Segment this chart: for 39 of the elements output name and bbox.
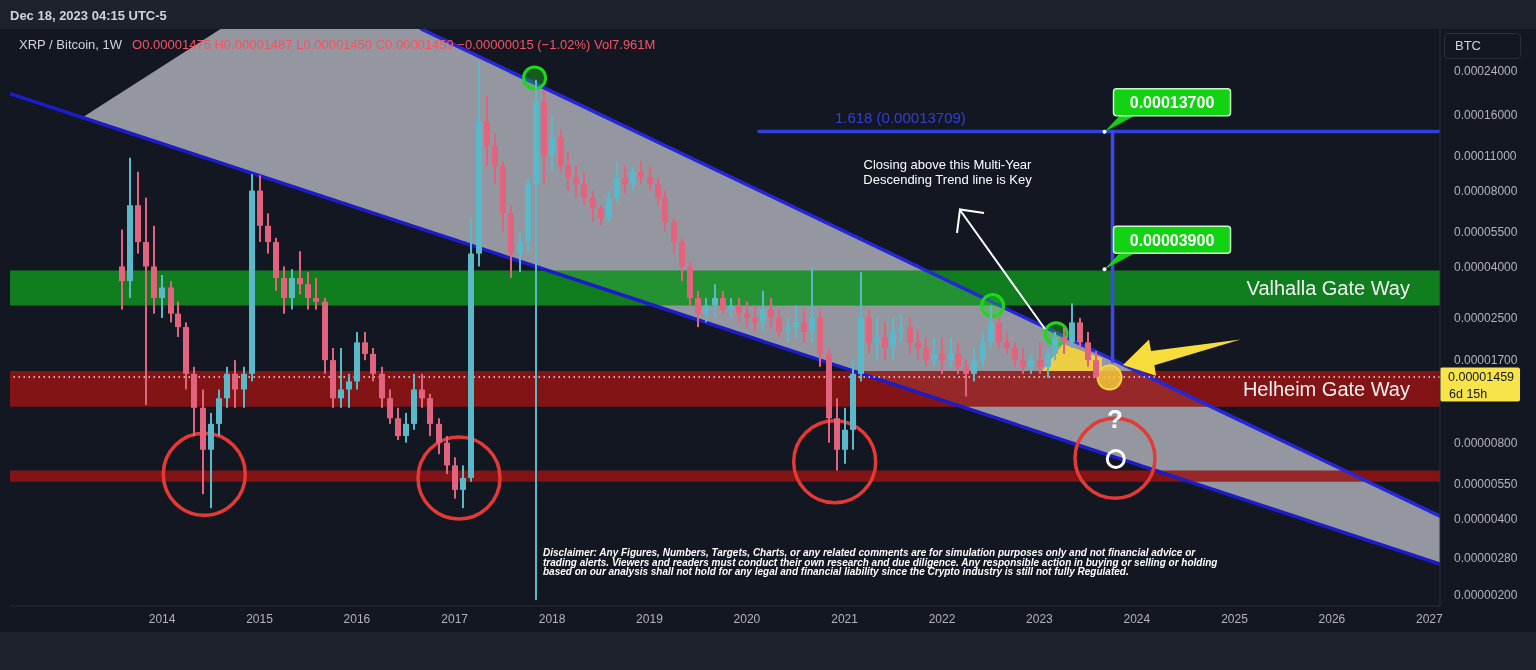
annotation: 0.00013700 (1129, 93, 1215, 111)
annotation: 0.00003900 (1129, 231, 1215, 249)
x-tick-label: 2014 (148, 611, 176, 626)
y-tick-label: 0.00000200 (1454, 587, 1518, 602)
y-tick-label: 0.00011000 (1454, 148, 1517, 163)
y-tick-label: 0.00000400 (1454, 511, 1518, 526)
x-tick-label: 2024 (1123, 611, 1151, 626)
y-tick-label: 0.00000550 (1454, 476, 1518, 491)
y-tick-label: 0.00001700 (1454, 353, 1518, 368)
y-tick-label: 0.00024000 (1454, 63, 1518, 78)
x-tick-label: 2025 (1221, 611, 1249, 626)
text: 6d 15h (1449, 387, 1488, 401)
series-label: 1.618 (0.00013709) (834, 108, 966, 126)
band-label: Helheim Gate Way (1242, 377, 1410, 400)
y-tick-label: 0.00008000 (1454, 183, 1518, 198)
x-tick-label: 2026 (1318, 611, 1346, 626)
y-tick-label: 0.00000280 (1454, 550, 1518, 565)
x-tick-label: 2015 (246, 611, 274, 626)
y-tick-label: 0.00004000 (1454, 259, 1518, 274)
x-tick-label: 2022 (928, 611, 956, 626)
y-tick-label: 0.00005500 (1454, 224, 1518, 239)
x-tick-label: 2018 (538, 611, 566, 626)
band-label: Valhalla Gate Way (1246, 276, 1410, 299)
x-tick-label: 2017 (441, 611, 469, 626)
x-tick-label: 2020 (733, 611, 761, 626)
x-tick-label: 2021 (831, 611, 859, 626)
annotation: Disclaimer: Any Figures, Numbers, Targets, Charts, or any related comments are for simulation purposes only and not financial advice or trading alerts. Viewers and readers must conduct their own research and due diligence. Any responsible action in buying or selling or holding based on our analysis shall not hold for any legal and financial liability since the Crypto industry is still not fully Regulated. (543, 547, 1219, 578)
x-tick-label: 2027 (1415, 611, 1443, 626)
text: Dec 18, 2023 04:15 UTC-5 (10, 8, 167, 23)
text: XRP / Bitcoin, 1W (19, 37, 123, 52)
y-tick-label: 0.00000800 (1454, 435, 1518, 450)
ref-line-label: 0.00001459 (1448, 370, 1515, 385)
annotation: Closing above this Multi-Year Descending Trend line is Key (862, 157, 1033, 187)
x-tick-label: 2019 (636, 611, 664, 626)
y-tick-label: 0.00016000 (1454, 107, 1518, 122)
x-tick-label: 2023 (1026, 611, 1054, 626)
x-tick-label: 2016 (343, 611, 371, 626)
y-tick-label: 0.00002500 (1454, 311, 1518, 326)
y-axis-title: BTC (1455, 38, 1481, 53)
